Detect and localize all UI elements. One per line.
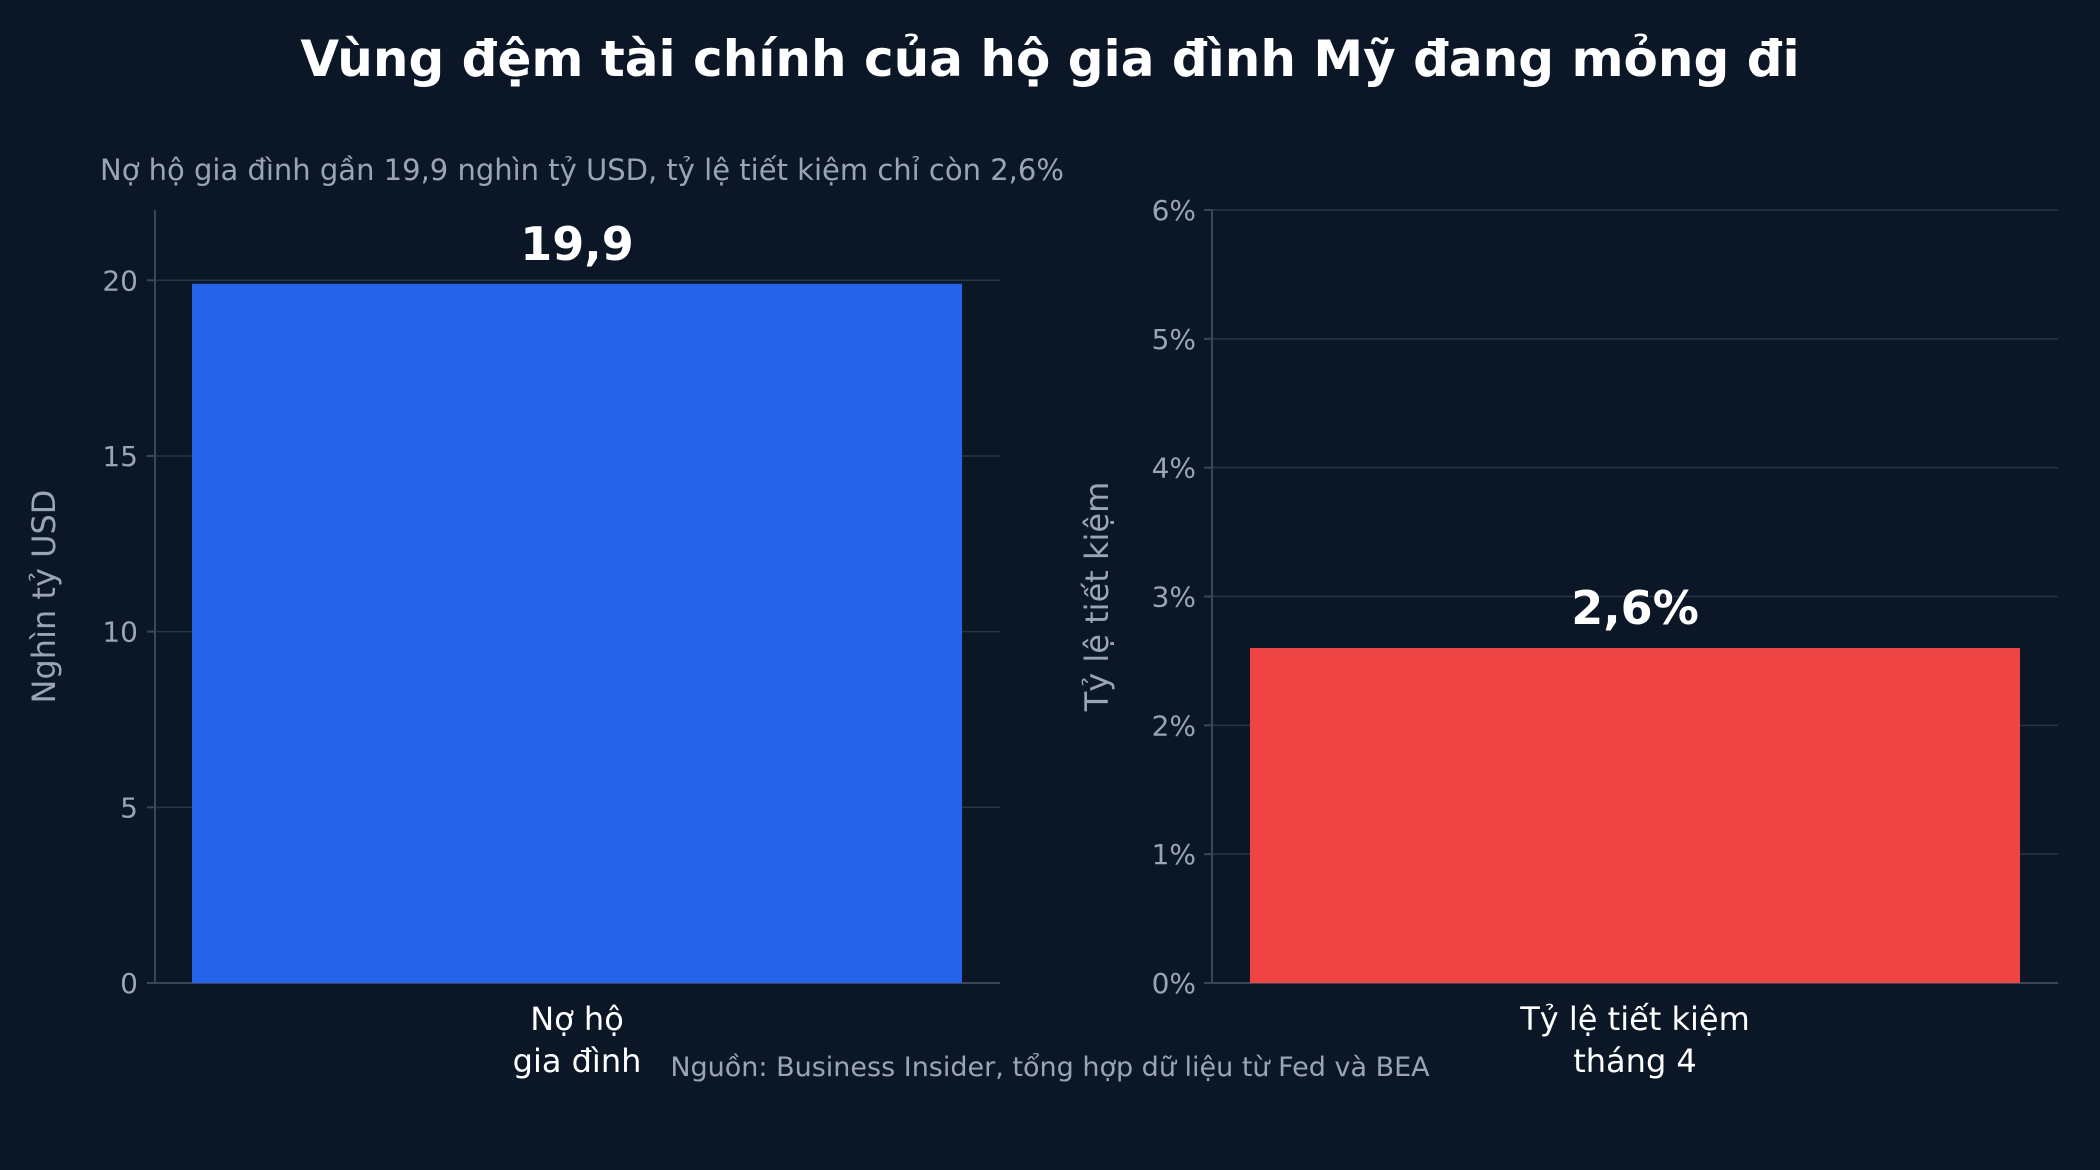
bar-value-label: 19,9 [520,217,634,271]
y-tick-label: 2% [1152,709,1196,742]
x-category-label: Nợ hộ gia đình [513,1000,642,1080]
source-note: Nguồn: Business Insider, tổng hợp dữ liệ… [670,1052,1430,1083]
y-axis-title: Nghìn tỷ USD [25,490,63,704]
y-tick-label: 4% [1152,452,1196,485]
y-tick-label: 1% [1152,838,1196,871]
bar-value-label: 2,6% [1571,581,1699,635]
y-tick-label: 3% [1152,581,1196,614]
bar [1250,648,2020,983]
y-tick-label: 5% [1152,323,1196,356]
chart-title: Vùng đệm tài chính của hộ gia đình Mỹ đa… [300,30,1799,88]
y-tick-label: 6% [1152,194,1196,227]
y-tick-label: 0% [1152,967,1196,1000]
y-tick-label: 0 [120,967,138,1000]
y-tick-label: 15 [102,440,138,473]
savings-rate-panel: 0% 1% 2% 3% 4% 5% 6% Tỷ lệ tiết kiệm 2,6% Tỷ lệ t… [1078,194,2058,1080]
y-tick-label: 20 [102,264,138,297]
y-tick-label: 5 [120,791,138,824]
bar [192,283,962,983]
x-category-label: Tỷ lệ tiết kiệm tháng 4 [1519,1000,1750,1080]
y-axis-title: Tỷ lệ tiết kiệm [1078,482,1116,713]
chart-subtitle: Nợ hộ gia đình gần 19,9 nghìn tỷ USD, tỷ… [100,153,1064,187]
y-tick-label: 10 [102,616,138,649]
debt-panel: 0 5 10 15 20 Nghìn tỷ USD 19,9 Nợ hộ gia đình [25,210,1000,1080]
